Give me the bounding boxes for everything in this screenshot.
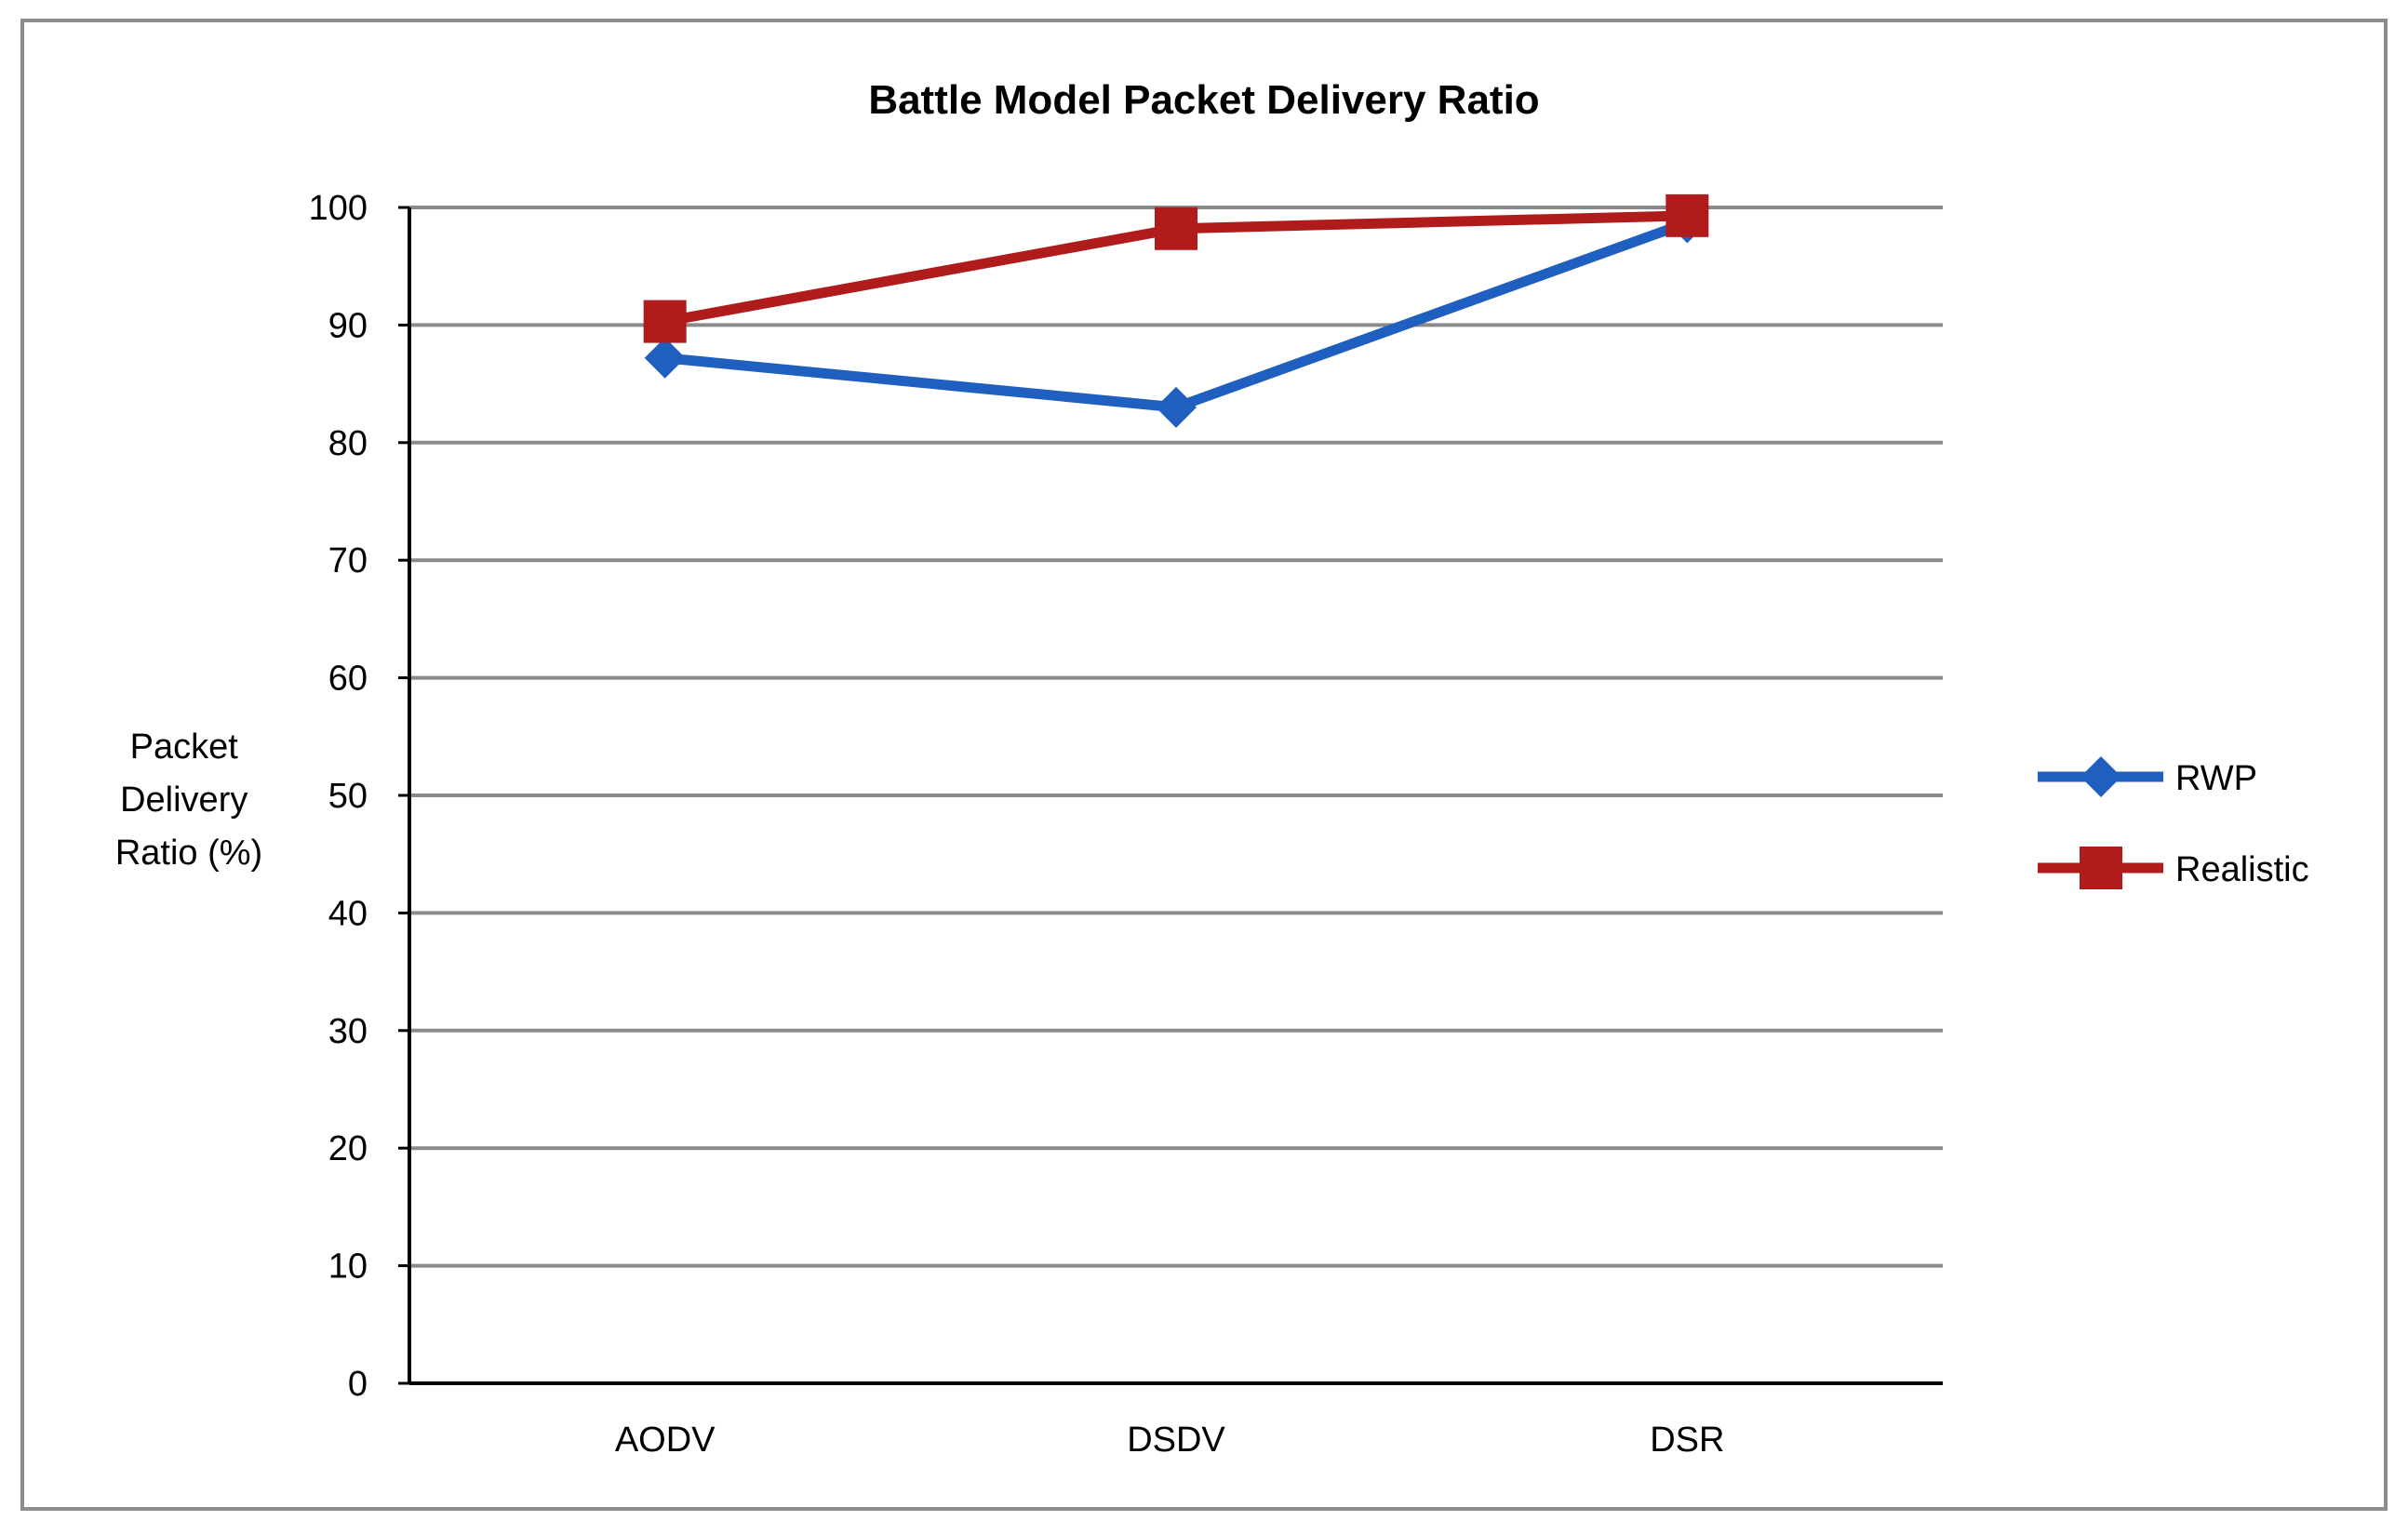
y-tick-label: 70 [328,541,368,580]
data-point [1156,386,1197,428]
legend-item: RWP [2038,756,2257,798]
legend-marker [2080,847,2122,889]
y-axis-label: Packet Delivery Ratio (%) [115,727,262,873]
x-tick-label: DSR [1650,1421,1724,1460]
y-tick-label: 10 [328,1247,368,1287]
y-tick-label: 100 [309,189,368,228]
legend-label: Realistic [2175,850,2309,889]
y-tick-labels: 0 10 20 30 40 50 60 70 80 90 100 [309,189,368,1404]
y-tick-label: 80 [328,424,368,463]
y-tick-label: 90 [328,306,368,345]
x-tick-label: AODV [615,1421,716,1460]
y-tick-label: 50 [328,777,368,816]
y-tick-label: 40 [328,894,368,933]
axes [408,207,1943,1385]
legend: RWP Realistic [2038,756,2309,889]
y-tick-label: 30 [328,1012,368,1051]
legend-marker [2080,756,2121,797]
gridlines [398,206,1943,1385]
legend-label: RWP [2175,759,2257,798]
series-realistic [643,193,1709,343]
y-axis-label-line: Ratio (%) [115,834,262,873]
series [643,193,1709,428]
x-tick-label: DSDV [1127,1421,1225,1460]
y-tick-label: 60 [328,660,368,699]
legend-item: Realistic [2038,847,2309,889]
data-point [1666,193,1709,237]
y-tick-label: 20 [328,1129,368,1168]
chart-frame [20,19,2388,1511]
data-point [644,337,686,379]
chart-title: Battle Model Packet Delivery Ratio [868,77,1539,123]
y-axis-label-line: Delivery [120,780,247,820]
series-line [664,218,1690,413]
data-point [1155,207,1197,250]
x-tick-labels: AODV DSDV DSR [615,1421,1725,1460]
data-point [643,300,687,343]
y-axis-label-line: Packet [130,727,239,767]
y-tick-label: 0 [348,1365,368,1404]
